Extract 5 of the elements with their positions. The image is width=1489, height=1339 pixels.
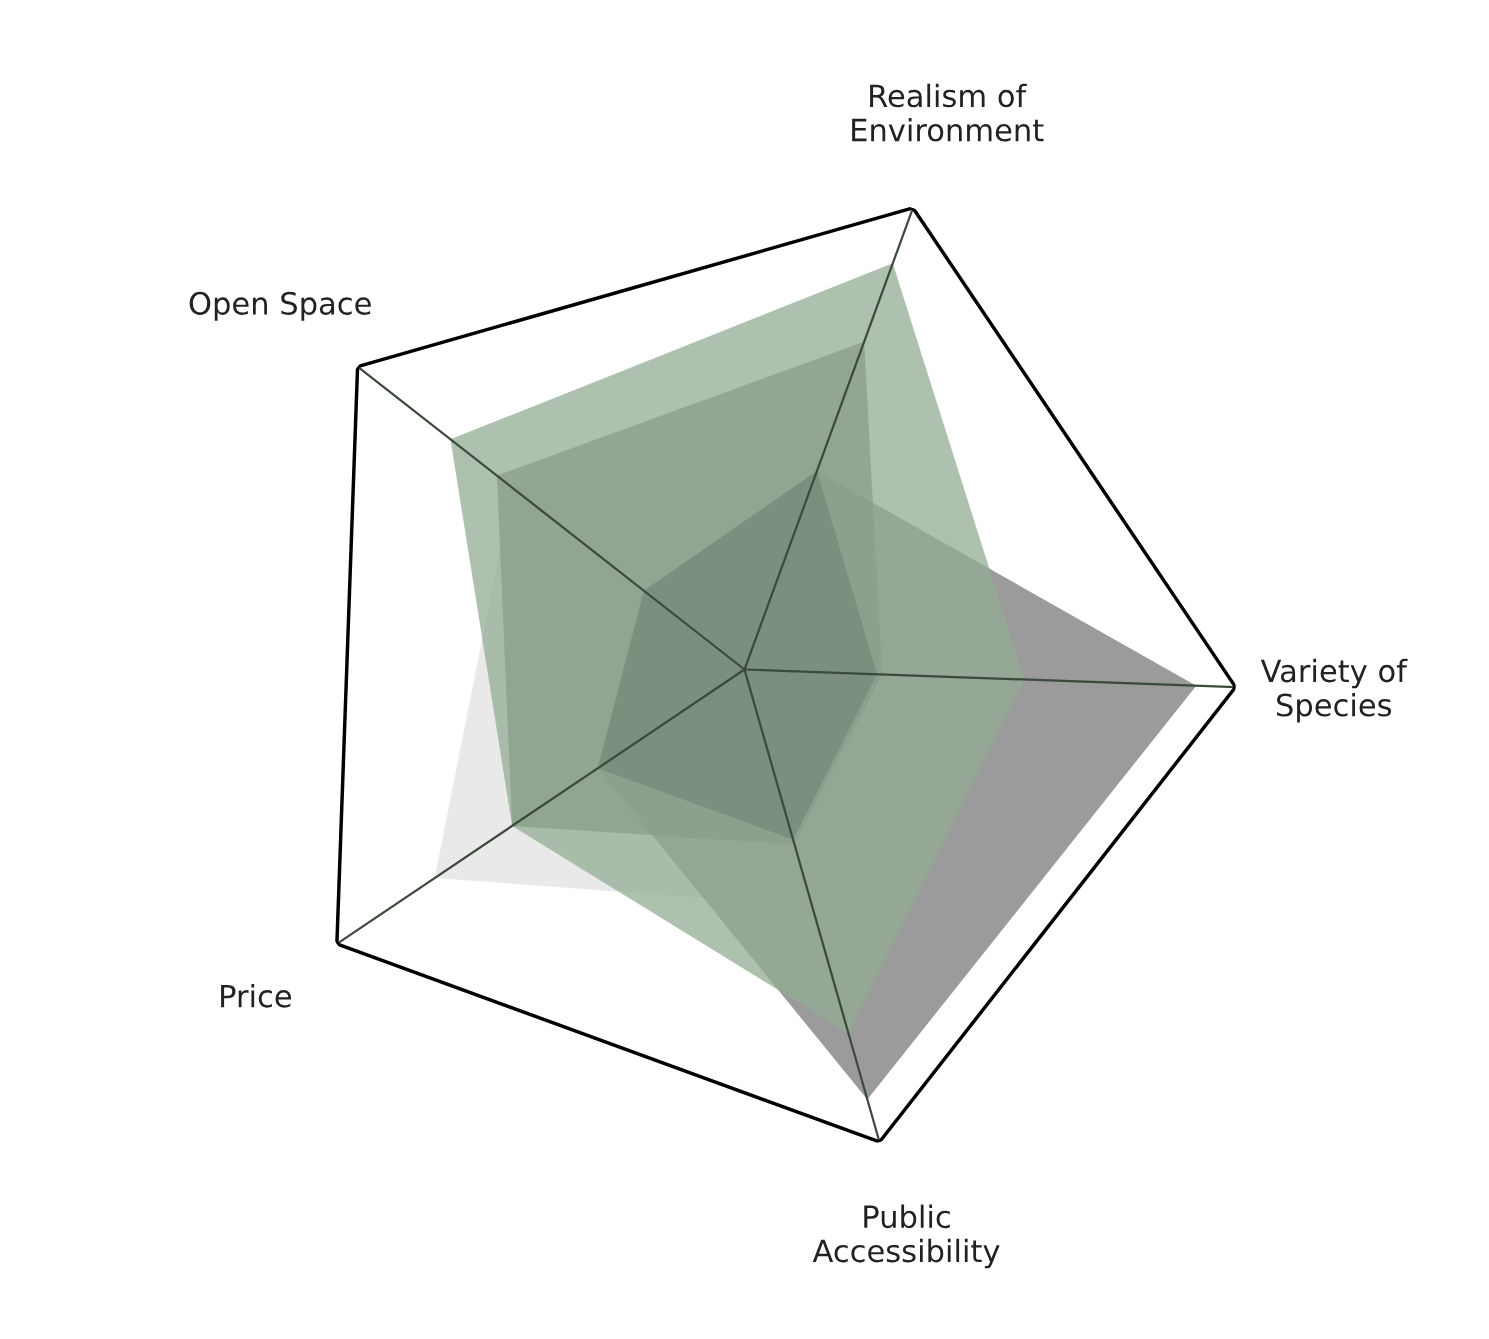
spoke-label: Open Space — [189, 291, 371, 321]
spoke-label: Public Accessibility — [812, 1204, 1000, 1269]
spoke-label: Variety of Species — [1260, 658, 1408, 723]
spoke-label: Realism of Environment — [852, 83, 1044, 142]
spoke-label: Price — [221, 983, 291, 1008]
